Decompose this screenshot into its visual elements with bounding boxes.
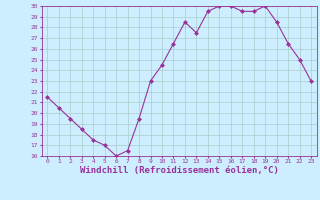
X-axis label: Windchill (Refroidissement éolien,°C): Windchill (Refroidissement éolien,°C)	[80, 166, 279, 175]
